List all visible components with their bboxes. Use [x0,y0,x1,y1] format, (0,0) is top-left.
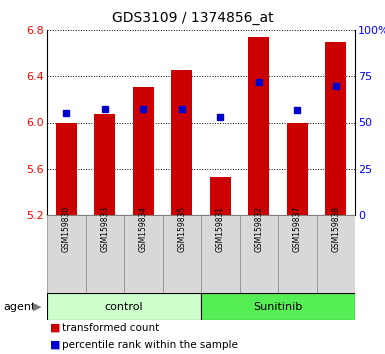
Bar [325,41,346,215]
Bar [316,215,355,293]
Text: control: control [105,302,143,312]
Bar [47,293,201,320]
Text: GSM159837: GSM159837 [293,206,302,252]
Text: transformed count: transformed count [62,322,159,332]
Bar [248,37,270,215]
Text: GSM159834: GSM159834 [139,206,148,252]
Bar [133,87,154,215]
Bar [239,215,278,293]
Text: GSM159831: GSM159831 [216,206,225,252]
Bar [85,215,124,293]
Bar [162,215,201,293]
Text: Sunitinib: Sunitinib [253,302,303,312]
Bar [210,177,231,215]
Text: GSM159835: GSM159835 [177,206,186,252]
Bar [201,293,355,320]
Text: ■: ■ [50,339,60,349]
Text: GSM159832: GSM159832 [254,206,263,252]
Bar [94,114,116,215]
Bar [56,122,77,215]
Text: GSM159833: GSM159833 [100,206,109,252]
Text: GSM159838: GSM159838 [331,206,340,252]
Text: GDS3109 / 1374856_at: GDS3109 / 1374856_at [112,11,273,25]
Text: percentile rank within the sample: percentile rank within the sample [62,339,238,349]
Text: agent: agent [4,302,36,312]
Text: ■: ■ [50,322,60,332]
Bar [171,70,192,215]
Text: ▶: ▶ [33,302,41,312]
Bar [278,215,316,293]
Text: GSM159830: GSM159830 [62,206,71,252]
Bar [201,215,239,293]
Bar [287,122,308,215]
Bar [47,215,85,293]
Bar [124,215,162,293]
